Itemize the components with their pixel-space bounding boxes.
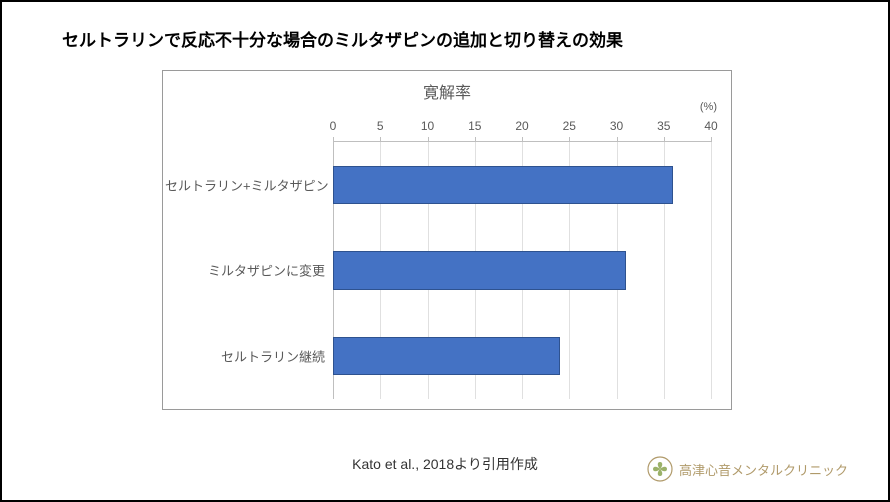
chart-title: 寛解率 [163, 79, 731, 103]
x-tick-label: 20 [515, 119, 528, 133]
bar-row: セルトラリン+ミルタザピン [333, 166, 711, 205]
bar-row: セルトラリン継続 [333, 337, 711, 376]
x-tick-label: 30 [610, 119, 623, 133]
tick-mark [333, 137, 334, 142]
x-tick-label: 40 [704, 119, 717, 133]
x-tick-label: 10 [421, 119, 434, 133]
bar [333, 166, 673, 205]
grid-line [711, 142, 712, 399]
x-tick-label: 15 [468, 119, 481, 133]
x-tick-label: 35 [657, 119, 670, 133]
x-axis: 0510152025303540 [333, 119, 711, 137]
y-category-label: セルトラリン継続 [165, 347, 325, 366]
clinic-name: 高津心音メンタルクリニック [679, 460, 848, 479]
unit-label: (%) [700, 101, 717, 113]
page-title: セルトラリンで反応不十分な場合のミルタザピンの追加と切り替えの効果 [62, 26, 623, 51]
x-tick-label: 25 [563, 119, 576, 133]
y-category-label: ミルタザピンに変更 [165, 261, 325, 280]
clinic-logo-icon [647, 456, 673, 482]
clinic-logo-block: 高津心音メンタルクリニック [647, 456, 848, 482]
bar [333, 251, 626, 290]
plot-area: セルトラリン+ミルタザピンミルタザピンに変更セルトラリン継続 [333, 141, 711, 399]
chart-container: 寛解率 (%) 0510152025303540 セルトラリン+ミルタザピンミル… [162, 70, 732, 410]
bar-row: ミルタザピンに変更 [333, 251, 711, 290]
x-tick-label: 5 [377, 119, 384, 133]
x-tick-label: 0 [330, 119, 337, 133]
bar [333, 337, 560, 376]
y-category-label: セルトラリン+ミルタザピン [165, 175, 325, 194]
